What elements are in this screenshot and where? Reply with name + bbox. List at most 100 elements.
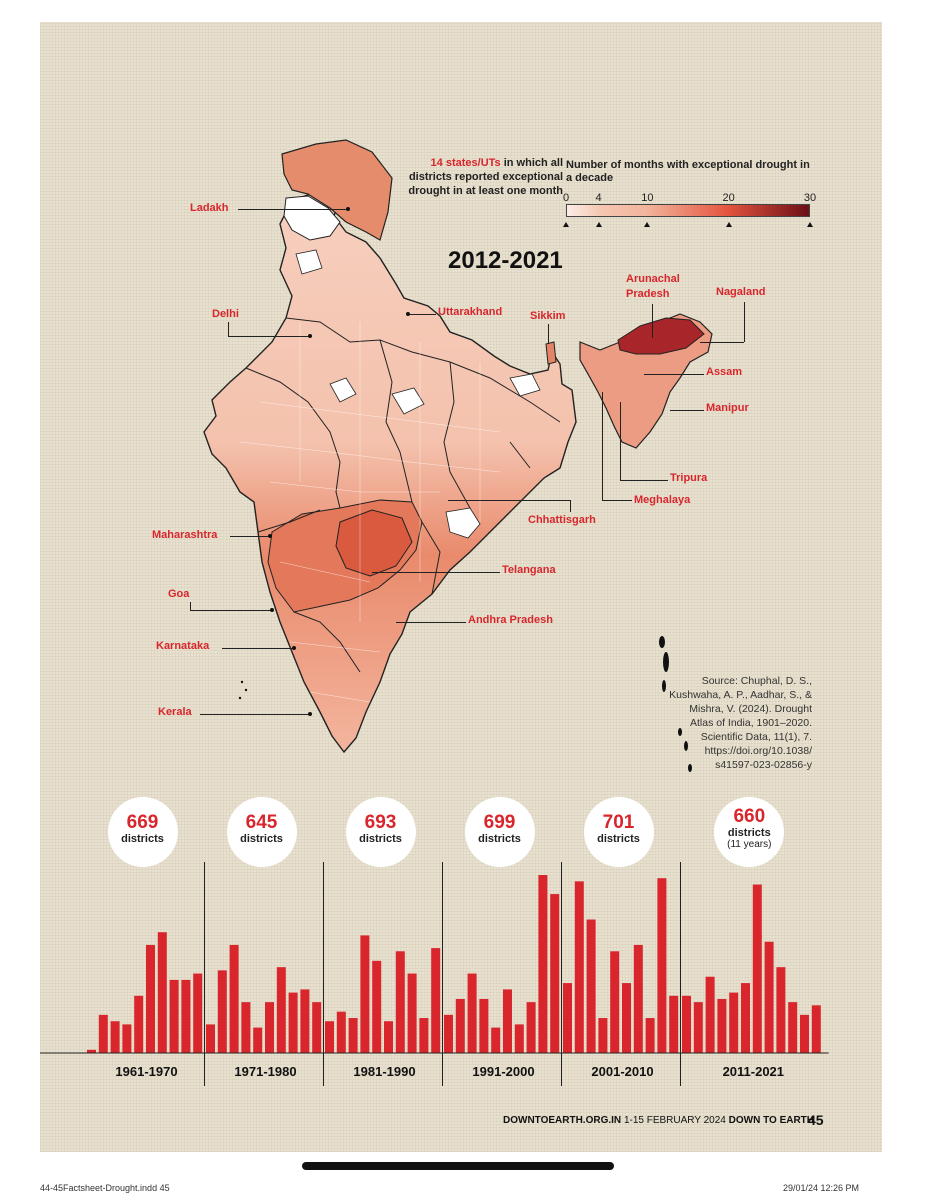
legend-color-bar [566,204,810,217]
state-borders [245,317,561,673]
scrollbar-thumb[interactable] [302,1162,614,1170]
district-unit: districts [240,833,283,845]
bar [574,881,584,1053]
bar [550,894,560,1053]
leader-dot [270,608,274,612]
legend-tick-marker [807,222,813,227]
bar [431,948,441,1053]
telangana-region [335,509,413,577]
district-unit: districts [478,833,521,845]
leader-dot [308,334,312,338]
decade-circle: 645 districts [226,797,297,867]
label-ladakh: Ladakh [190,202,229,214]
district-unit: districts [727,827,771,839]
ladakh-region [281,139,393,241]
label-telangana: Telangana [502,564,556,576]
bar [146,944,155,1053]
leader-line [410,314,436,315]
white-district [509,373,541,397]
bar [134,995,144,1053]
label-nagaland: Nagaland [716,286,766,298]
bar [348,1018,358,1053]
bar [276,967,286,1053]
leader-line [230,536,270,537]
district-unit: districts [359,833,402,845]
label-delhi: Delhi [212,308,239,320]
legend-tick-marker [725,222,732,227]
leader-line [228,336,310,337]
bar [300,989,310,1053]
footer-credit: DOWNTOEARTH.ORG.IN 1-15 FEBRUARY 2024 DO… [503,1115,814,1126]
lakshadweep-islands [238,680,248,700]
district-count: 660 [733,806,766,827]
district-count: 645 [245,812,278,833]
bar [717,998,727,1053]
label-goa: Goa [168,588,190,600]
bar [610,951,620,1053]
bar [407,973,417,1053]
annotation-rest: in which all districts reported exceptio… [408,157,563,197]
decade-circle: 660 districts (11 years) [714,797,785,867]
source-citation: Source: Chuphal, D. S., Kushwaha, A. P.,… [669,675,812,771]
leader-dot [268,534,272,538]
bar [206,1024,215,1053]
leader-dot [292,646,296,650]
bar [253,1027,263,1053]
legend-tick-marker [644,222,651,227]
leader-line [238,209,348,210]
bar [741,983,750,1053]
leader-line [570,500,571,512]
leader-line [222,648,294,649]
leader-line [228,322,229,336]
legend-tick-marker [563,222,569,227]
page-number: 45 [808,1112,824,1128]
bar [455,998,465,1053]
bar [729,992,739,1053]
leader-line [744,302,745,342]
white-district [391,387,425,415]
annotation-text: 14 states/UTs in which all districts rep… [395,156,563,198]
decade-circle: 701 districts [583,797,654,867]
district-borders [239,322,501,703]
footer-brand: DOWN TO EARTH [728,1115,815,1126]
leader-dot [406,312,410,316]
label-chhattisgarh: Chhattisgarh [528,514,596,526]
leader-line [190,610,272,611]
bar [598,1018,608,1053]
bar [87,1049,96,1053]
bar [800,1014,809,1053]
leader-line [620,402,621,480]
bar [682,995,691,1053]
white-district [295,249,323,275]
bar [395,951,405,1053]
legend-tick-label: 20 [722,192,735,204]
decade-label: 1971-1980 [234,1064,297,1079]
legend-tick-label: 10 [641,192,654,204]
bar [312,1002,322,1053]
district-note: (11 years) [727,839,772,850]
bar [181,979,191,1053]
footer-issue: 1-15 FEBRUARY 2024 [623,1115,726,1126]
legend-tick-label: 4 [595,192,602,204]
bar [764,941,774,1053]
decade-label: 1991-2000 [472,1064,535,1079]
bar [811,1005,821,1053]
annotation-highlight: 14 states/UTs [430,157,501,169]
bar [288,992,298,1053]
bar [563,983,572,1053]
decade-circle: 669 districts [107,797,178,867]
district-count: 701 [602,812,635,833]
decade-circle: 693 districts [345,797,416,867]
label-meghalaya: Meghalaya [634,494,691,506]
decade-label: 2011-2021 [722,1064,785,1079]
bar [538,875,548,1053]
leader-line [190,602,191,610]
document-date: 29/01/24 12:26 PM [783,1183,860,1193]
bar [693,1002,703,1053]
bar [479,998,489,1053]
bar [503,989,512,1053]
leader-line [620,480,668,481]
leader-line [652,304,653,338]
leader-line [602,500,632,501]
leader-line [396,622,466,623]
